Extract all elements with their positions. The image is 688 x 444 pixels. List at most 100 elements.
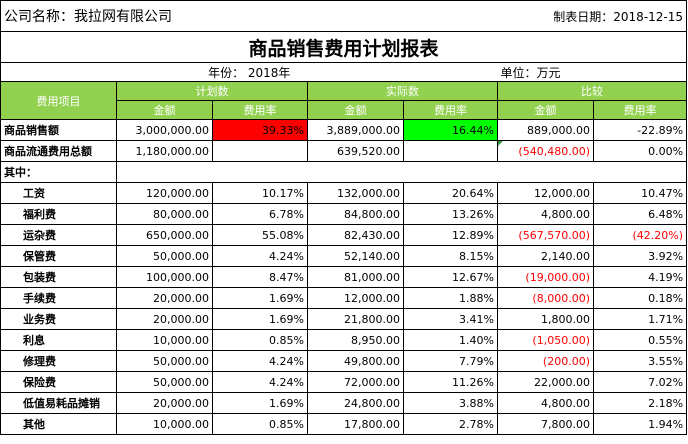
- row-label[interactable]: 利息: [0, 329, 117, 351]
- cell[interactable]: 49,800.00: [307, 350, 404, 372]
- row-label[interactable]: 商品销售额: [0, 119, 117, 141]
- cell[interactable]: 4.24%: [212, 371, 308, 393]
- cell[interactable]: 7,800.00: [497, 413, 594, 435]
- row-label[interactable]: 福利费: [0, 203, 117, 225]
- cell[interactable]: 6.48%: [592, 203, 688, 225]
- cell[interactable]: 2.18%: [592, 392, 688, 414]
- cell[interactable]: 639,520.00: [307, 140, 404, 162]
- cell[interactable]: 0.55%: [592, 329, 688, 351]
- cell[interactable]: 1.69%: [212, 392, 308, 414]
- row-label[interactable]: 修理费: [0, 350, 117, 372]
- cell[interactable]: 132,000.00: [307, 182, 404, 204]
- cell[interactable]: 0.85%: [212, 413, 308, 435]
- cell[interactable]: 72,000.00: [307, 371, 404, 393]
- cell[interactable]: 1.40%: [403, 329, 498, 351]
- cell[interactable]: 10,000.00: [116, 329, 213, 351]
- row-label[interactable]: 工资: [0, 182, 117, 204]
- cell[interactable]: 17,800.00: [307, 413, 404, 435]
- cell[interactable]: 12.67%: [403, 266, 498, 288]
- cell[interactable]: 1,800.00: [497, 308, 594, 330]
- section-label[interactable]: 其中：: [0, 161, 117, 183]
- cell[interactable]: 3.41%: [403, 308, 498, 330]
- row-label[interactable]: 商品流通费用总额: [0, 140, 117, 162]
- cell[interactable]: 50,000.00: [116, 371, 213, 393]
- cell[interactable]: 100,000.00: [116, 266, 213, 288]
- cell[interactable]: (540,480.00): [497, 140, 594, 162]
- cell[interactable]: 16.44%: [403, 119, 498, 141]
- cell[interactable]: 8.15%: [403, 245, 498, 267]
- cell[interactable]: 650,000.00: [116, 224, 213, 246]
- row-label[interactable]: 包装费: [0, 266, 117, 288]
- cell[interactable]: 1.94%: [592, 413, 688, 435]
- cell[interactable]: 84,800.00: [307, 203, 404, 225]
- cell[interactable]: 3.88%: [403, 392, 498, 414]
- cell[interactable]: 889,000.00: [497, 119, 594, 141]
- cell[interactable]: (1,050.00): [497, 329, 594, 351]
- cell[interactable]: 12,000.00: [497, 182, 594, 204]
- cell[interactable]: 12.89%: [403, 224, 498, 246]
- row-label[interactable]: 其他: [0, 413, 117, 435]
- cell[interactable]: 4.24%: [212, 350, 308, 372]
- cell[interactable]: 82,430.00: [307, 224, 404, 246]
- cell[interactable]: 21,800.00: [307, 308, 404, 330]
- row-label[interactable]: 手续费: [0, 287, 117, 309]
- cell[interactable]: 1.88%: [403, 287, 498, 309]
- cell[interactable]: 0.18%: [592, 287, 688, 309]
- cell[interactable]: 52,140.00: [307, 245, 404, 267]
- cell[interactable]: [403, 140, 498, 162]
- cell[interactable]: 24,800.00: [307, 392, 404, 414]
- cell[interactable]: 20,000.00: [116, 308, 213, 330]
- cell[interactable]: (8,000.00): [497, 287, 594, 309]
- row-label[interactable]: 保险费: [0, 371, 117, 393]
- cell[interactable]: 10.17%: [212, 182, 308, 204]
- cell[interactable]: 50,000.00: [116, 350, 213, 372]
- row-label[interactable]: 运杂费: [0, 224, 117, 246]
- cell[interactable]: 55.08%: [212, 224, 308, 246]
- cell[interactable]: 2,140.00: [497, 245, 594, 267]
- row-label[interactable]: 低值易耗品摊销: [0, 392, 117, 414]
- cell[interactable]: 7.79%: [403, 350, 498, 372]
- cell[interactable]: 0.00%: [592, 140, 688, 162]
- cell[interactable]: 1.69%: [212, 308, 308, 330]
- cell[interactable]: 11.26%: [403, 371, 498, 393]
- cell[interactable]: 8,950.00: [307, 329, 404, 351]
- cell[interactable]: 8.47%: [212, 266, 308, 288]
- cell[interactable]: [212, 140, 308, 162]
- cell[interactable]: 3.92%: [592, 245, 688, 267]
- cell[interactable]: 1.69%: [212, 287, 308, 309]
- cell[interactable]: 4.19%: [592, 266, 688, 288]
- cell[interactable]: 3.55%: [592, 350, 688, 372]
- cell[interactable]: 81,000.00: [307, 266, 404, 288]
- cell[interactable]: 4.24%: [212, 245, 308, 267]
- cell[interactable]: 4,800.00: [497, 392, 594, 414]
- cell[interactable]: 10.47%: [592, 182, 688, 204]
- cell[interactable]: 50,000.00: [116, 245, 213, 267]
- row-label[interactable]: 业务费: [0, 308, 117, 330]
- cell[interactable]: (19,000.00): [497, 266, 594, 288]
- cell[interactable]: 3,000,000.00: [116, 119, 213, 141]
- row-label[interactable]: 保管费: [0, 245, 117, 267]
- cell[interactable]: 6.78%: [212, 203, 308, 225]
- cell[interactable]: 10,000.00: [116, 413, 213, 435]
- cell[interactable]: 3,889,000.00: [307, 119, 404, 141]
- cell[interactable]: (567,570.00): [497, 224, 594, 246]
- cell[interactable]: [115, 161, 688, 183]
- cell[interactable]: 13.26%: [403, 203, 498, 225]
- cell[interactable]: 39.33%: [212, 119, 308, 141]
- cell[interactable]: (200.00): [497, 350, 594, 372]
- cell[interactable]: -22.89%: [592, 119, 688, 141]
- cell[interactable]: (42.20%): [592, 224, 688, 246]
- cell[interactable]: 22,000.00: [497, 371, 594, 393]
- cell[interactable]: 2.78%: [403, 413, 498, 435]
- cell[interactable]: 20,000.00: [116, 392, 213, 414]
- cell[interactable]: 7.02%: [592, 371, 688, 393]
- cell[interactable]: 80,000.00: [116, 203, 213, 225]
- cell[interactable]: 12,000.00: [307, 287, 404, 309]
- cell[interactable]: 1.71%: [592, 308, 688, 330]
- cell[interactable]: 4,800.00: [497, 203, 594, 225]
- cell[interactable]: 20.64%: [403, 182, 498, 204]
- cell[interactable]: 20,000.00: [116, 287, 213, 309]
- cell[interactable]: 1,180,000.00: [116, 140, 213, 162]
- cell[interactable]: 120,000.00: [116, 182, 213, 204]
- cell[interactable]: 0.85%: [212, 329, 308, 351]
